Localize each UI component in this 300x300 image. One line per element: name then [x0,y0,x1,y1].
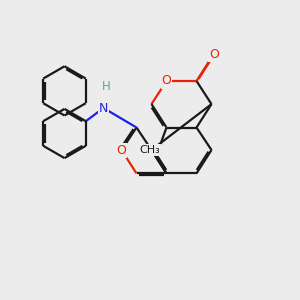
Text: O: O [162,74,171,88]
Text: H: H [102,80,111,93]
Text: O: O [209,48,219,61]
Text: CH₃: CH₃ [140,145,160,155]
Text: O: O [117,143,126,157]
Text: N: N [99,101,108,115]
